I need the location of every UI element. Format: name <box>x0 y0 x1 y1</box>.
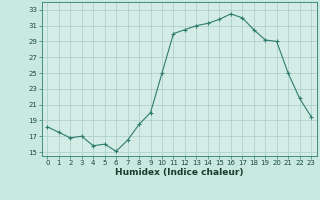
X-axis label: Humidex (Indice chaleur): Humidex (Indice chaleur) <box>115 168 244 177</box>
